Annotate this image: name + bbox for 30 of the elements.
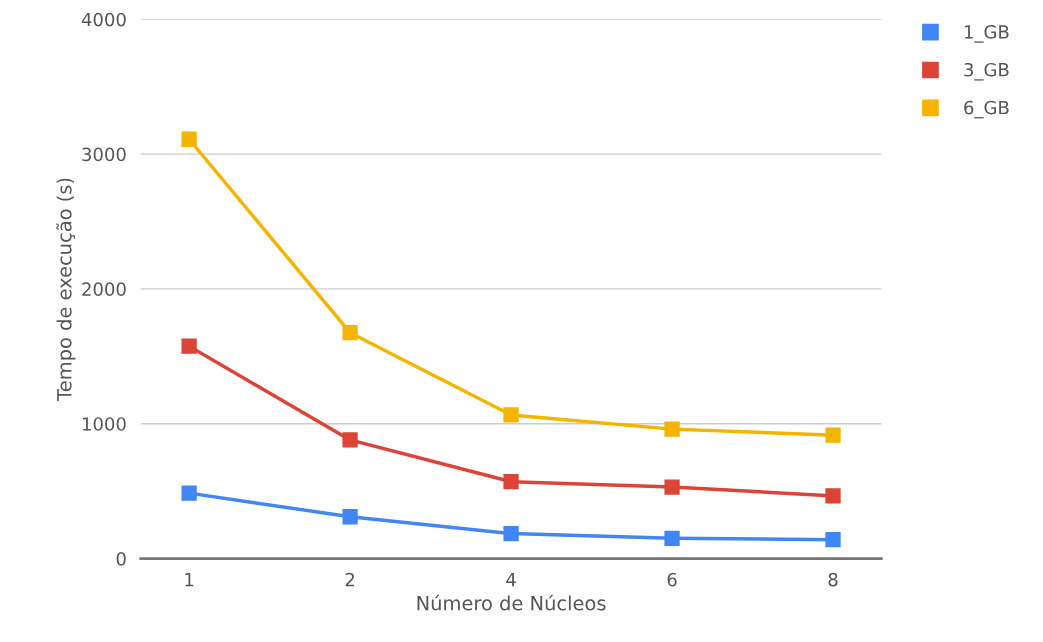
x-tick-label: 8 xyxy=(828,572,838,587)
legend-label: 6_GB xyxy=(964,100,1009,119)
point xyxy=(825,532,841,548)
point xyxy=(664,479,680,495)
point xyxy=(342,509,358,525)
y-tick-label: 0 xyxy=(116,552,126,566)
point xyxy=(342,325,358,341)
y-tick-label: 1000 xyxy=(82,417,126,431)
legend-label: 1_GB xyxy=(964,25,1009,43)
y-tick-label: 2000 xyxy=(82,282,126,297)
y-axis-title: Tempo de execução (s) xyxy=(56,178,76,401)
x-tick-label: 4 xyxy=(506,572,516,587)
y-tick-label: 4000 xyxy=(81,12,126,27)
point xyxy=(342,432,358,448)
point xyxy=(503,525,519,542)
point xyxy=(181,485,197,501)
x-axis-title: Número de Núcleos xyxy=(417,594,606,611)
y-tick-label: 3000 xyxy=(82,147,126,162)
point xyxy=(503,407,519,423)
point xyxy=(181,338,197,354)
point xyxy=(664,421,680,437)
x-tick-label: 2 xyxy=(345,572,355,587)
x-tick-label: 1 xyxy=(185,572,194,587)
point xyxy=(825,488,841,504)
point xyxy=(664,530,680,546)
point xyxy=(503,474,519,490)
point xyxy=(181,131,197,147)
legend-label: 3_GB xyxy=(964,62,1009,81)
x-tick-label: 6 xyxy=(667,572,677,587)
point xyxy=(825,427,841,443)
